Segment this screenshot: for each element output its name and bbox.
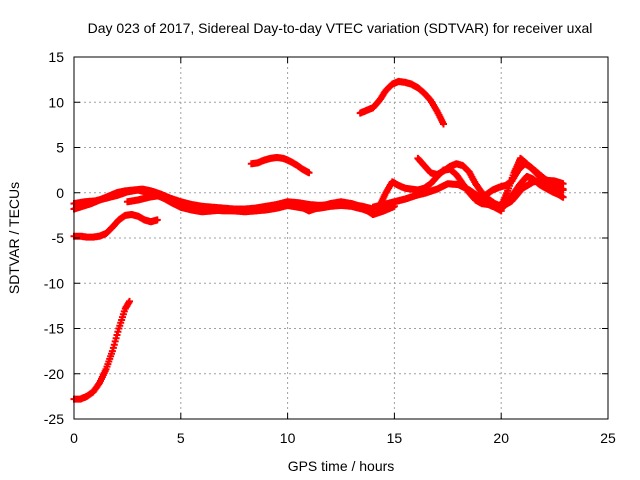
x-tick-label: 15	[387, 430, 403, 446]
series-markers	[356, 77, 447, 128]
y-tick-label: 5	[56, 140, 64, 156]
x-tick-labels: 0 5 10 15 20 25	[70, 430, 616, 446]
y-tick-label: -20	[44, 366, 64, 382]
series-arc-10	[414, 154, 567, 210]
series-markers	[414, 154, 567, 210]
y-tick-label: -25	[44, 411, 64, 427]
series-arc-6	[247, 154, 313, 177]
series-markers	[123, 192, 398, 218]
series-markers	[70, 297, 133, 403]
series-arc-1	[70, 297, 133, 403]
y-tick-labels: -25 -20 -15 -10 -5 0 5 10 15	[44, 49, 64, 427]
y-tick-label: -10	[44, 275, 64, 291]
grid-lines	[74, 57, 608, 419]
x-tick-label: 0	[70, 430, 78, 446]
y-tick-label: -5	[52, 230, 65, 246]
series-arc-2	[70, 211, 161, 241]
y-tick-label: 10	[48, 94, 64, 110]
series-markers	[70, 211, 161, 241]
x-tick-label: 25	[600, 430, 616, 446]
chart-title: Day 023 of 2017, Sidereal Day-to-day VTE…	[88, 20, 593, 36]
series-markers	[247, 154, 313, 177]
data-points	[70, 77, 567, 403]
x-axis-title: GPS time / hours	[288, 458, 395, 474]
series-arc-7	[356, 77, 447, 128]
x-tick-label: 20	[493, 430, 509, 446]
series-arc-11	[476, 160, 567, 204]
series-markers	[497, 173, 567, 213]
series-arc-5	[123, 192, 398, 218]
x-tick-label: 10	[280, 430, 296, 446]
y-tick-label: -15	[44, 321, 64, 337]
series-arc-12	[497, 173, 567, 213]
y-axis-title: SDTVAR / TECUs	[6, 182, 22, 294]
y-tick-label: 0	[56, 185, 64, 201]
x-tick-label: 5	[177, 430, 185, 446]
y-tick-label: 15	[48, 49, 64, 65]
axis-ticks	[73, 56, 609, 420]
series-markers	[476, 160, 567, 204]
